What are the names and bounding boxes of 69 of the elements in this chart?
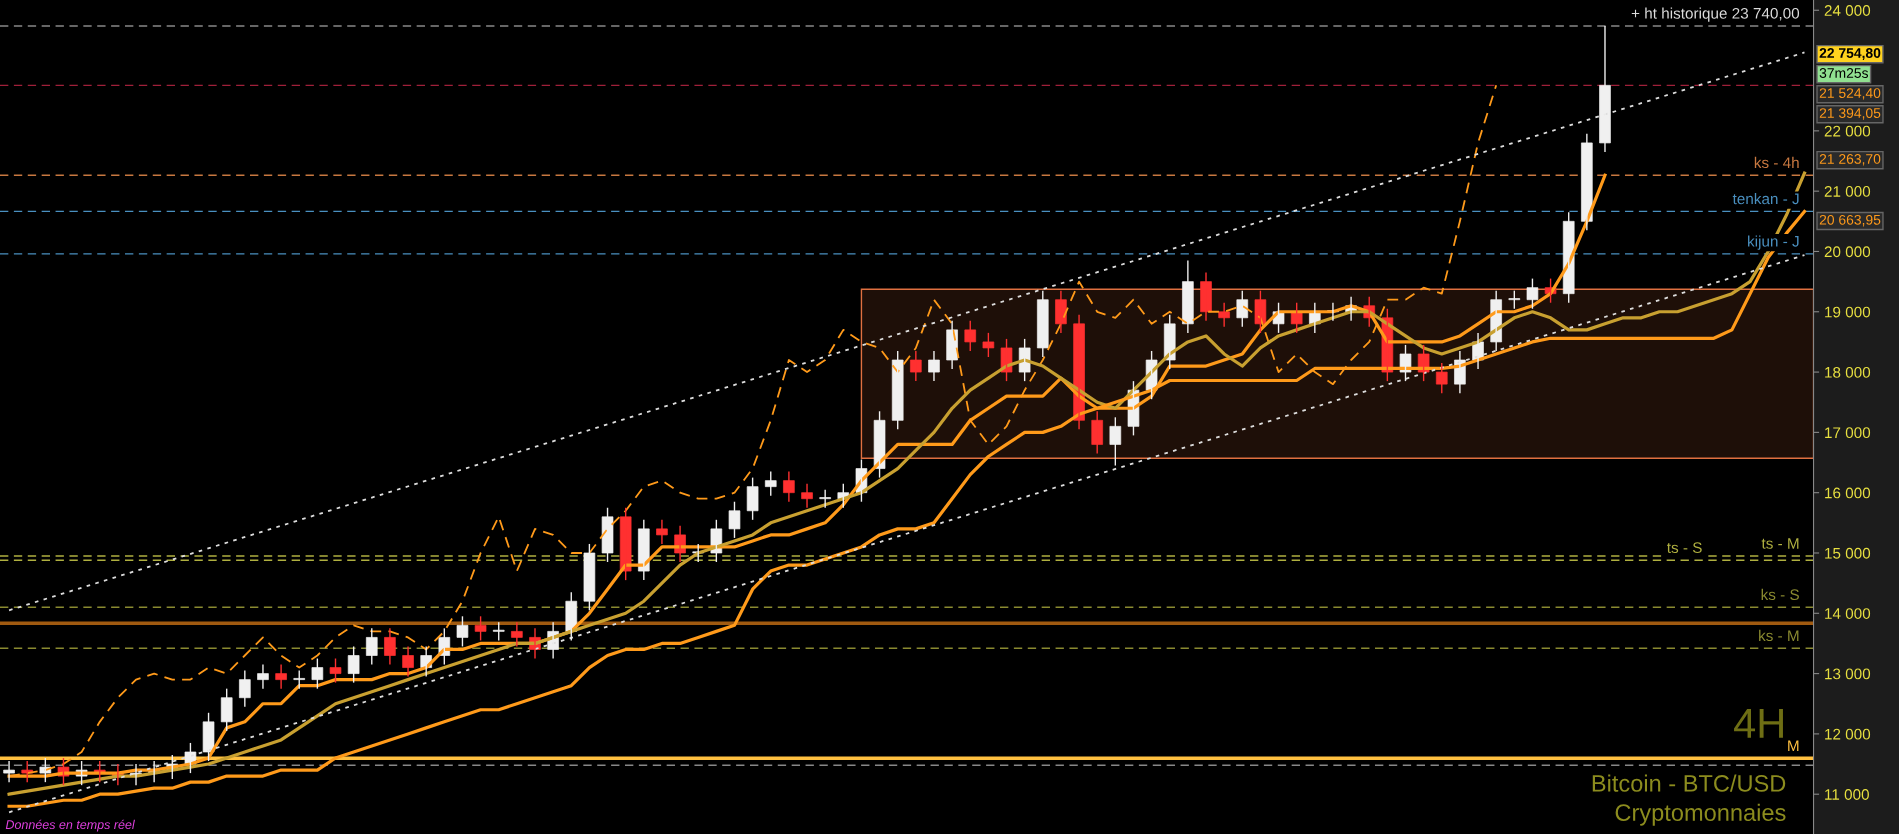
text: 22 754,80: [1819, 48, 1881, 60]
candlestick: [347, 645, 360, 684]
candlestick: [511, 621, 523, 648]
candlestick: [39, 757, 52, 783]
y-tick-label: 11 000: [1825, 789, 1869, 800]
candlestick: [365, 627, 378, 666]
y-tick-label: 14 000: [1825, 608, 1871, 619]
candlestick: [492, 621, 505, 642]
candlestick: [910, 350, 922, 382]
candlestick: [746, 476, 759, 521]
text: 20 663,95: [1819, 214, 1881, 227]
candlestick: [583, 543, 596, 611]
ref-line-label: ks - M: [1759, 629, 1799, 642]
text: 21 394,05: [1819, 108, 1881, 120]
candlestick: [728, 501, 741, 539]
candlestick: [764, 470, 777, 497]
ref-line-label: ks - 4h: [1754, 156, 1799, 169]
annotation: Données en temps réel: [5, 819, 135, 832]
y-tick-label: 21 000: [1824, 186, 1871, 197]
candlestick: [202, 712, 215, 762]
candlestick: [311, 657, 324, 690]
y-tick-label: 19 000: [1825, 306, 1871, 318]
candlestick: [982, 332, 995, 358]
text: Cryptomonnaies: [1615, 803, 1786, 826]
y-tick-label: 20 000: [1824, 246, 1871, 258]
ref-line-label: ks - S: [1761, 588, 1799, 601]
y-tick-label: 13 000: [1825, 668, 1871, 680]
candlestick: [1254, 289, 1267, 334]
text: Bitcoin - BTC/USD: [1592, 774, 1786, 792]
candlestick: [1236, 289, 1249, 328]
ref-line-label: tenkan - J: [1732, 193, 1799, 205]
candlestick: [928, 350, 940, 382]
ref-line-label: M: [1788, 740, 1799, 751]
text: 21 524,40: [1819, 88, 1881, 100]
candlestick: [873, 410, 886, 479]
candlestick: [1508, 289, 1521, 310]
y-tick-label: 17 000: [1825, 427, 1871, 439]
candlestick: [964, 320, 977, 352]
candlestick: [474, 615, 487, 642]
candlestick: [819, 488, 831, 509]
y-tick-label: 18 000: [1825, 366, 1871, 378]
candlestick: [275, 663, 287, 690]
candlestick: [601, 507, 614, 563]
candlestick: [1435, 362, 1448, 394]
candlestick: [1109, 416, 1122, 467]
candlestick: [293, 669, 306, 690]
candlestick: [329, 657, 342, 684]
candlestick: [456, 615, 469, 648]
candlestick: [801, 482, 813, 509]
text: 37m25s: [1819, 68, 1869, 78]
y-tick-label: 15 000: [1825, 547, 1871, 559]
ref-line-label: + ht historique 23 740,00: [1631, 7, 1800, 22]
text: 21 263,70: [1819, 154, 1881, 166]
candlestick: [3, 760, 15, 783]
y-tick-label: 16 000: [1825, 487, 1871, 499]
y-tick-label: 22 000: [1824, 125, 1871, 137]
candlestick: [220, 687, 233, 732]
ref-line-label: ts - S: [1667, 542, 1702, 554]
candlestick: [1526, 277, 1539, 310]
ref-line-label: kijun - J: [1748, 235, 1799, 250]
y-tick-label: 12 000: [1825, 728, 1871, 740]
candlestick: [257, 663, 269, 690]
annotation: 4H: [1734, 709, 1783, 738]
y-tick-label: 24 000: [1824, 5, 1871, 16]
candlestick: [891, 350, 904, 431]
candlestick: [1037, 289, 1049, 358]
candlestick: [1091, 410, 1103, 455]
candlestick: [656, 519, 668, 545]
ref-line-label: ts - M: [1761, 538, 1799, 549]
